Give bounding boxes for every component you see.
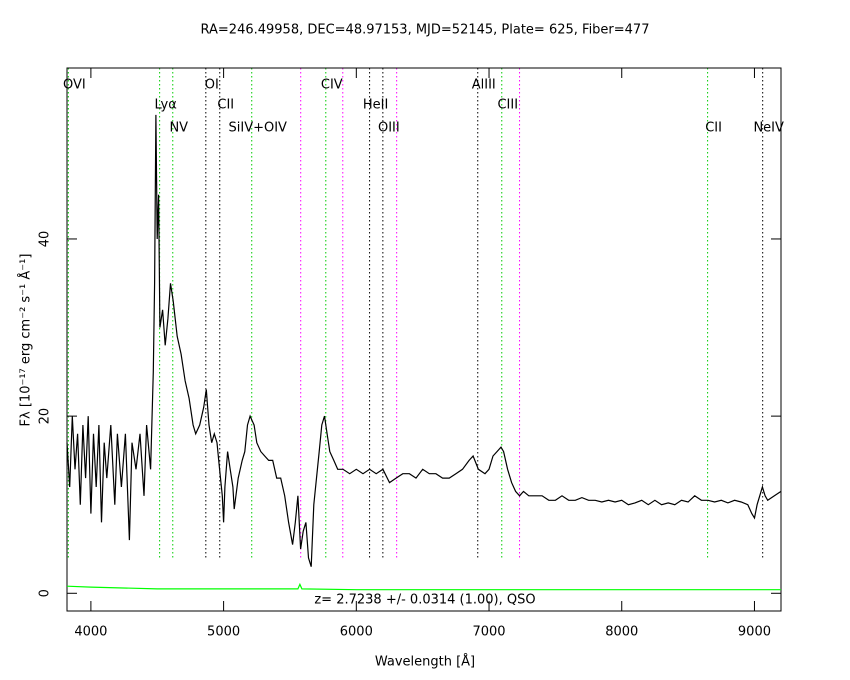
spectrum-line [66, 582, 781, 591]
line-label: CIII [497, 98, 518, 113]
line-label: OIII [378, 121, 400, 136]
chart-title: RA=246.49958, DEC=48.97153, MJD=52145, P… [201, 23, 650, 38]
y-axis-label: Fλ [10⁻¹⁷ erg cm⁻² s⁻¹ Å⁻¹] [18, 254, 34, 427]
line-label: Lyα [154, 98, 176, 113]
line-label: AlIII [472, 78, 496, 93]
line-label: OVI [63, 78, 86, 93]
line-label: CII [705, 121, 722, 136]
x-axis-label: Wavelength [Å] [375, 654, 475, 670]
plot-frame [66, 67, 782, 612]
line-label: SiIV+OIV [229, 121, 288, 136]
annotation: z= 2.7238 +/- 0.0314 (1.00), QSO [314, 593, 535, 608]
x-tick-label: 5000 [207, 625, 240, 640]
x-tick-label: 9000 [738, 625, 771, 640]
line-label: OI [205, 78, 219, 93]
line-label: CIV [321, 78, 343, 93]
y-tick-label: 20 [38, 408, 53, 425]
x-tick-label: 7000 [472, 625, 505, 640]
x-tick-label: 8000 [605, 625, 638, 640]
y-tick-label: 0 [38, 589, 53, 597]
x-tick-label: 4000 [74, 625, 107, 640]
line-label: NV [169, 121, 188, 136]
line-label: CII [217, 98, 234, 113]
spectrum-line [66, 114, 782, 567]
y-tick-label: 40 [38, 231, 53, 248]
x-tick-label: 6000 [340, 625, 373, 640]
line-label: NeIV [753, 121, 784, 136]
line-label: HeII [363, 98, 388, 113]
